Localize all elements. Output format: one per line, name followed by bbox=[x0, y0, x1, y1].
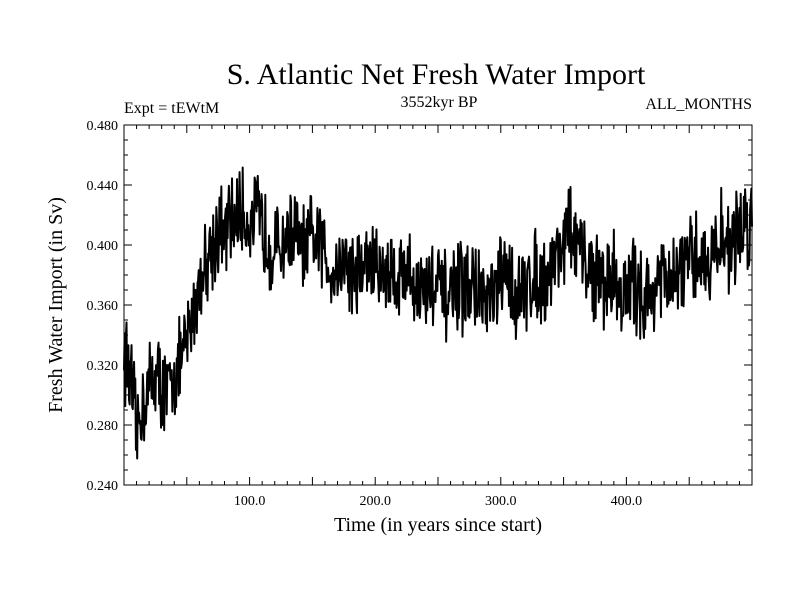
x-tick-label: 200.0 bbox=[359, 494, 391, 509]
y-tick-label: 0.320 bbox=[87, 359, 119, 374]
chart-subtitle-left: Expt = tEWtM bbox=[124, 100, 219, 117]
series-line bbox=[123, 166, 753, 460]
y-tick-label: 0.480 bbox=[87, 119, 119, 134]
x-axis-label: Time (in years since start) bbox=[334, 514, 542, 536]
axis-ticks bbox=[124, 125, 752, 485]
chart-subtitle-center: 3552kyr BP bbox=[401, 94, 478, 111]
y-tick-label: 0.360 bbox=[87, 299, 119, 314]
chart-subtitle-right: ALL_MONTHS bbox=[645, 96, 752, 113]
y-axis-label: Fresh Water Import (in Sv) bbox=[45, 197, 67, 413]
x-tick-label: 400.0 bbox=[611, 494, 643, 509]
y-tick-label: 0.280 bbox=[87, 419, 119, 434]
x-tick-label: 100.0 bbox=[234, 494, 266, 509]
tick-labels: 100.0 200.0 300.0 400.0 0.240 0.280 0.320 0.360… bbox=[87, 119, 643, 509]
plot-frame bbox=[123, 124, 753, 486]
y-tick-label: 0.440 bbox=[87, 179, 119, 194]
y-tick-label: 0.240 bbox=[87, 479, 119, 494]
chart-title: S. Atlantic Net Fresh Water Import bbox=[227, 58, 646, 91]
y-tick-label: 0.400 bbox=[87, 239, 119, 254]
x-tick-label: 300.0 bbox=[485, 494, 517, 509]
